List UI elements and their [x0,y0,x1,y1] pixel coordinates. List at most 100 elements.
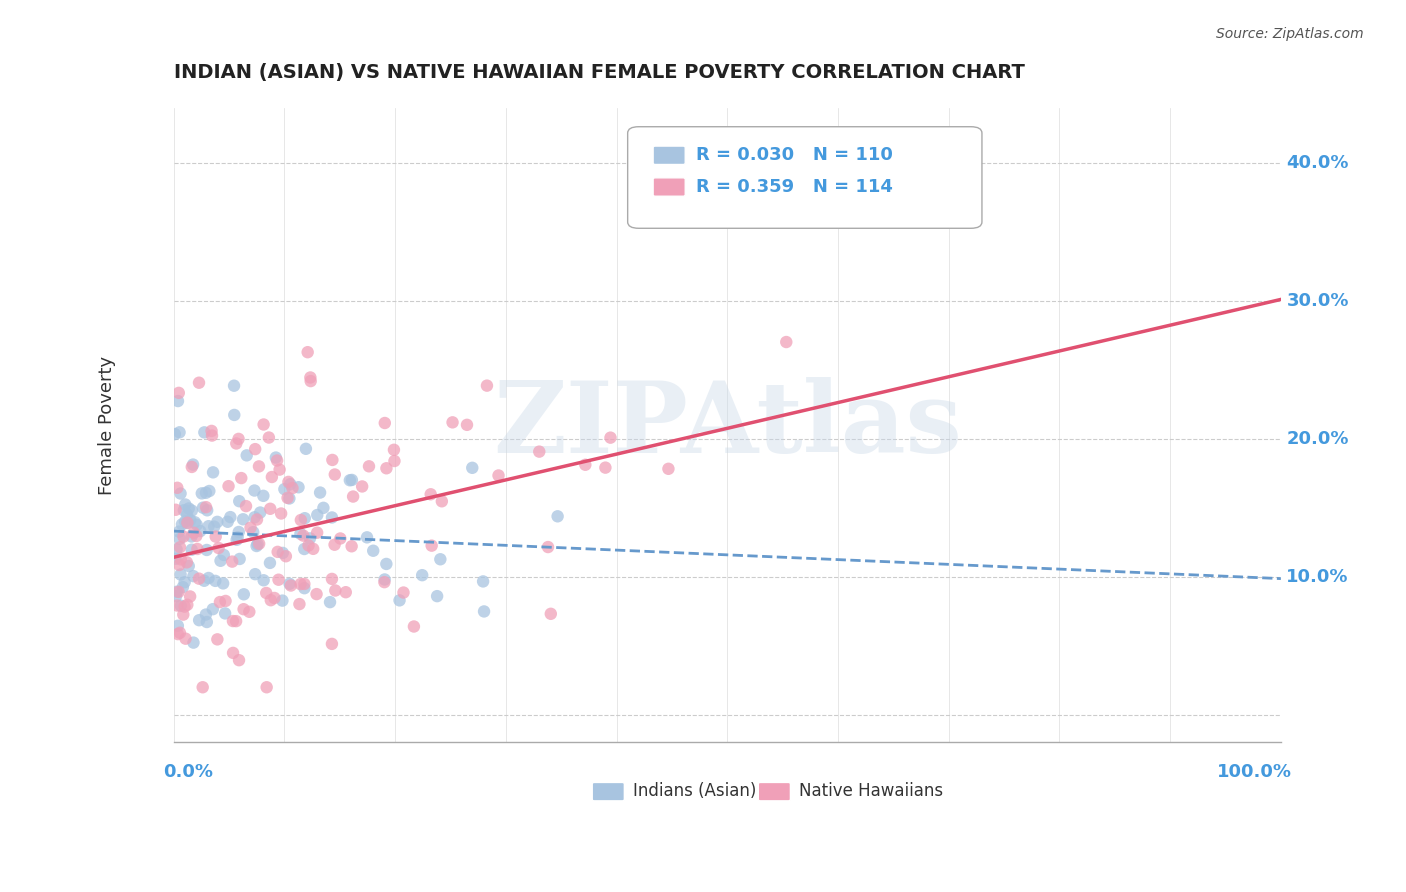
Point [228,524,250,539]
Point [198,483,221,498]
Point [278,491,301,506]
Point [292,528,315,542]
Point [174,515,197,529]
Point [297,345,319,359]
Point [357,459,380,474]
Point [235,499,257,513]
Point [194,607,217,622]
Point [195,500,218,515]
Point [167,524,190,539]
Point [295,442,318,456]
Point [461,460,484,475]
Point [222,614,245,628]
Point [266,545,288,559]
Point [214,607,236,621]
FancyBboxPatch shape [627,127,981,228]
Point [280,477,302,491]
Point [183,635,205,649]
Point [374,573,396,587]
Point [222,646,245,660]
Point [411,568,433,582]
Point [173,599,195,614]
Point [247,537,270,551]
Point [186,541,208,556]
Text: ZIPAtlas: ZIPAtlas [494,376,962,474]
Point [218,479,240,493]
Point [166,619,188,633]
Point [231,471,253,485]
Text: 100.0%: 100.0% [1218,763,1292,780]
Point [167,385,190,400]
Point [166,599,188,613]
Point [167,585,190,599]
Point [269,462,291,476]
Point [356,530,378,544]
Point [194,485,217,500]
Point [373,575,395,590]
Point [260,470,283,484]
Point [247,459,270,474]
Text: 10.0%: 10.0% [1286,568,1348,586]
Text: 30.0%: 30.0% [1286,292,1348,310]
Point [165,502,187,516]
Point [277,491,299,505]
Point [163,427,186,442]
Point [201,602,224,616]
Point [259,501,281,516]
Point [197,571,219,585]
Point [180,503,202,517]
Point [225,436,247,450]
Point [200,424,222,438]
Point [309,485,332,500]
Point [595,460,617,475]
Point [547,509,569,524]
Point [167,558,190,572]
Point [165,589,187,603]
Point [166,481,188,495]
Point [271,593,294,607]
Point [180,529,202,543]
Text: INDIAN (ASIAN) VS NATIVE HAWAIIAN FEMALE POVERTY CORRELATION CHART: INDIAN (ASIAN) VS NATIVE HAWAIIAN FEMALE… [174,63,1025,82]
Point [292,541,315,556]
Point [181,458,204,472]
Point [177,559,200,574]
Point [195,543,218,558]
Point [166,627,188,641]
Point [249,506,271,520]
Point [176,598,198,612]
Point [280,578,302,592]
Point [172,580,194,594]
Point [170,599,193,613]
Point [188,572,211,586]
Point [299,374,322,388]
Point [191,680,214,694]
Point [245,539,267,553]
Point [321,637,343,651]
Point [270,507,292,521]
Point [183,525,205,540]
Text: Indians (Asian): Indians (Asian) [633,782,756,800]
Point [243,483,266,498]
Point [321,453,343,467]
Point [169,486,191,500]
Point [202,466,225,480]
Point [246,537,269,551]
Point [172,530,194,544]
Point [207,515,229,529]
Point [266,453,288,467]
Point [208,595,231,609]
Point [174,632,197,646]
Point [225,614,247,628]
Point [263,591,285,605]
Point [232,587,254,601]
Point [256,680,278,694]
Point [260,593,283,607]
Point [195,615,218,629]
Point [239,521,262,535]
Point [319,595,342,609]
Point [170,517,193,532]
Point [176,508,198,522]
Point [307,525,329,540]
FancyBboxPatch shape [758,782,790,801]
Point [312,500,335,515]
